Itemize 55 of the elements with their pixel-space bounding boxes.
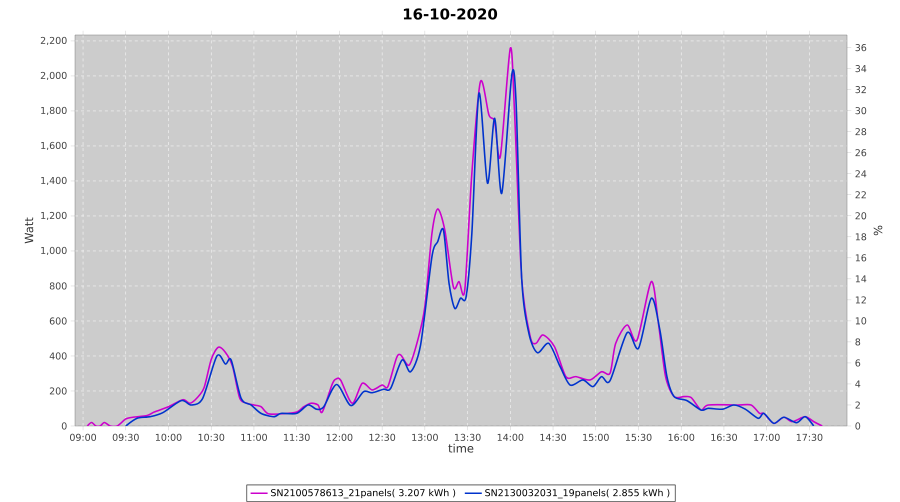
y-tick-label: 200 [50, 387, 67, 395]
y-tick-label: 2,000 [40, 72, 67, 80]
y2-tick-label: 12 [856, 296, 866, 304]
x-tick-label: 15:00 [583, 434, 609, 441]
y2-tick-label: 18 [856, 233, 866, 240]
y-tick-label: 1,200 [41, 212, 67, 220]
x-tick-label: 11:00 [241, 434, 267, 441]
y2-tick-label: 14 [856, 275, 866, 282]
y2-tick-label: 4 [855, 380, 860, 388]
y2-tick-label: 20 [855, 212, 866, 220]
y2-tick-label: 22 [855, 191, 866, 198]
y2-tick-label: 8 [855, 338, 860, 346]
x-tick-label: 16:30 [711, 434, 737, 441]
y-tick-label: 600 [50, 317, 67, 325]
y-tick-label: 1,400 [41, 176, 67, 186]
y2-tick-label: 26 [855, 149, 866, 156]
y-tick-label: 1,000 [41, 246, 67, 256]
x-tick-label: 13:30 [454, 434, 481, 441]
x-tick-label: 16:00 [668, 434, 694, 441]
y-tick-label: 2,200 [40, 36, 67, 46]
y-tick-label: 400 [50, 352, 67, 360]
y-axis-title: Watt [24, 218, 34, 244]
y2-tick-label: 28 [855, 128, 866, 136]
x-tick-label: 17:30 [796, 434, 822, 441]
y-tick-label: 1,600 [41, 142, 67, 150]
y2-tick-label: 0 [855, 422, 860, 430]
chart-title: 16-10-2020 [404, 8, 498, 20]
x-tick-label: 14:30 [540, 434, 566, 441]
x-axis-title: time [448, 444, 474, 453]
y-tick-label: 800 [50, 282, 67, 290]
x-tick-label: 12:00 [326, 434, 352, 441]
x-tick-label: 11:30 [284, 434, 310, 441]
y2-axis-title: % [874, 226, 882, 236]
y2-tick-label: 16 [856, 254, 866, 262]
legend-label: SN2130032031_19panels( 2.855 kWh ) [485, 488, 670, 498]
y2-tick-label: 6 [855, 359, 860, 367]
legend-label: SN2100578613_21panels( 3.207 kWh ) [271, 488, 456, 498]
y2-tick-label: 36 [856, 44, 866, 52]
x-tick-label: 15:30 [626, 434, 652, 441]
y2-tick-label: 24 [855, 170, 866, 178]
x-tick-label: 10:30 [198, 434, 224, 441]
y-tick-label: 0 [62, 422, 67, 430]
x-tick-label: 09:30 [112, 434, 139, 441]
y2-tick-label: 32 [856, 86, 866, 94]
x-tick-label: 10:00 [156, 434, 182, 441]
y2-tick-label: 34 [856, 65, 866, 72]
y2-tick-label: 30 [856, 107, 866, 114]
x-tick-label: 12:30 [370, 434, 396, 441]
x-tick-label: 13:00 [412, 434, 438, 441]
x-tick-label: 17:00 [754, 434, 780, 441]
y2-tick-label: 10 [856, 317, 866, 325]
x-tick-label: 14:00 [498, 434, 524, 441]
x-tick-label: 09:00 [70, 434, 96, 441]
y-tick-label: 1,800 [41, 106, 67, 116]
y2-tick-label: 2 [855, 401, 860, 409]
